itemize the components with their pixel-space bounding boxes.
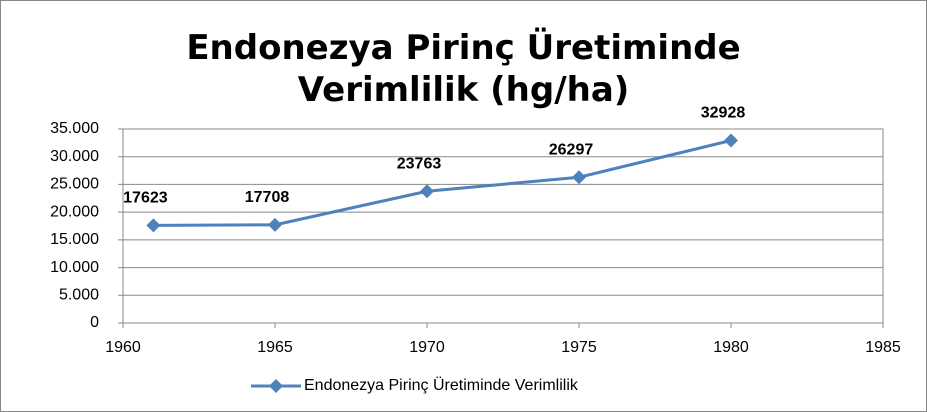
marker	[572, 170, 586, 185]
y-tick-label: 5.000	[59, 287, 99, 304]
y-tick-label: 0	[90, 314, 99, 331]
x-tick-label: 1985	[865, 339, 901, 356]
marker	[420, 184, 434, 199]
data-label: 26297	[549, 141, 594, 158]
data-label: 17623	[123, 190, 168, 207]
title-box: Endonezya Pirinç Üretiminde Verimlilik (…	[1, 27, 926, 111]
chart-title: Endonezya Pirinç Üretiminde Verimlilik (…	[186, 28, 741, 110]
x-tick-label: 1980	[713, 339, 749, 356]
legend-label: Endonezya Pirinç Üretiminde Verimlilik	[304, 376, 579, 394]
y-tick-label: 15.000	[50, 231, 99, 248]
legend-marker	[269, 379, 283, 393]
y-tick-label: 25.000	[50, 176, 99, 193]
plot-border	[122, 128, 884, 324]
marker	[724, 133, 738, 148]
marker	[146, 218, 161, 233]
x-tick-label: 1970	[409, 339, 445, 356]
x-tick-label: 1960	[105, 339, 141, 356]
data-label: 17708	[245, 189, 290, 206]
y-tick-label: 20.000	[50, 203, 99, 220]
x-tick-label: 1975	[561, 339, 597, 356]
data-label: 23763	[397, 156, 442, 173]
marker	[268, 217, 282, 232]
y-tick-label: 10.000	[50, 259, 99, 276]
y-tick-label: 30.000	[50, 148, 99, 165]
y-tick-label: 35.000	[50, 120, 99, 137]
x-tick-label: 1965	[257, 339, 293, 356]
data-label: 32928	[701, 105, 746, 122]
